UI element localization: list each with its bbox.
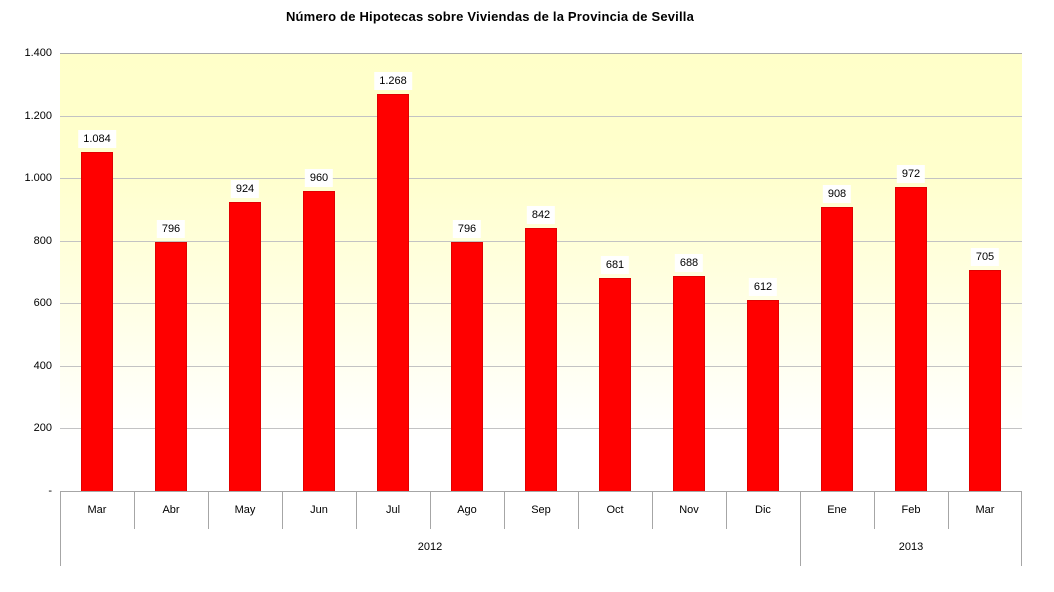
- month-separator: [874, 492, 875, 529]
- y-tick-label: 400: [33, 359, 52, 372]
- x-tick-label: Mar: [975, 504, 995, 516]
- bar-8-oct: [599, 278, 631, 491]
- bar-2-abr: [155, 242, 187, 491]
- chart-title: Número de Hipotecas sobre Viviendas de l…: [285, 9, 695, 24]
- x-tick-label: Oct: [606, 504, 624, 516]
- y-tick-label: 1.200: [24, 109, 52, 122]
- x-tick-label: Ene: [827, 504, 847, 516]
- bar-3-may: [229, 202, 261, 491]
- bar-11-ene: [821, 207, 853, 491]
- month-separator: [430, 492, 431, 529]
- x-tick-label: Nov: [679, 504, 699, 516]
- bar-value-label: 924: [230, 180, 260, 198]
- year-group-separator: [1021, 492, 1022, 566]
- x-tick-label: Jun: [310, 504, 328, 516]
- x-tick-label: Feb: [901, 504, 921, 516]
- bar-value-label: 908: [822, 185, 852, 203]
- gridline-1000: [60, 178, 1022, 180]
- bar-value-label: 612: [748, 278, 778, 296]
- year-group-separator: [60, 492, 61, 566]
- bar-value-label: 1.268: [374, 72, 412, 90]
- month-separator: [948, 492, 949, 529]
- x-tick-label: Mar: [87, 504, 107, 516]
- bar-value-label: 972: [896, 165, 926, 183]
- x-tick-label: Dic: [755, 504, 771, 516]
- bar-value-label: 960: [304, 169, 334, 187]
- month-separator: [208, 492, 209, 529]
- gridline-1400: [60, 53, 1022, 54]
- y-tick-label: 200: [33, 422, 52, 435]
- year-group-separator: [800, 492, 801, 566]
- bar-value-label: 1.084: [78, 130, 116, 148]
- bar-1-mar: [81, 152, 113, 491]
- month-separator: [578, 492, 579, 529]
- y-tick-label: 600: [33, 297, 52, 310]
- y-tick-label: -: [48, 485, 52, 497]
- bar-12-feb: [895, 187, 927, 491]
- bar-value-label: 705: [970, 248, 1000, 266]
- x-axis: Mar Abr May Jun Jul Ago Sep Oct Nov Dic Ene Feb Mar 2…: [60, 491, 1022, 566]
- bar-5-jul: [377, 94, 409, 491]
- x-tick-label: Ago: [457, 504, 477, 516]
- x-tick-label: Abr: [162, 504, 180, 516]
- bar-6-ago: [451, 242, 483, 491]
- bar-value-label: 681: [600, 256, 630, 274]
- month-separator: [356, 492, 357, 529]
- year-label-2012: 2012: [417, 541, 443, 553]
- month-separator: [726, 492, 727, 529]
- x-tick-label: May: [234, 504, 256, 516]
- y-axis: - 200 400 600 800 1.000 1.200 1.400: [0, 47, 52, 497]
- month-separator: [652, 492, 653, 529]
- month-separator: [504, 492, 505, 529]
- bar-value-label: 796: [156, 220, 186, 238]
- month-separator: [282, 492, 283, 529]
- gridline-1200: [60, 115, 1022, 117]
- plot-area: 1.084 796 924 960 1.268 796 842 681 688 612 908 972…: [60, 53, 1022, 491]
- bar-9-nov: [673, 276, 705, 491]
- x-tick-label: Sep: [531, 504, 551, 516]
- y-tick-label: 800: [33, 234, 52, 247]
- y-tick-label: 1.000: [24, 172, 52, 185]
- year-label-2013: 2013: [898, 541, 924, 553]
- bar-10-dic: [747, 300, 779, 491]
- bar-7-sep: [525, 228, 557, 491]
- bar-value-label: 796: [452, 220, 482, 238]
- bar-value-label: 842: [526, 206, 556, 224]
- y-tick-label: 1.400: [24, 47, 52, 59]
- bar-13-mar: [969, 270, 1001, 491]
- x-tick-label: Jul: [385, 504, 401, 516]
- month-separator: [134, 492, 135, 529]
- bar-value-label: 688: [674, 254, 704, 272]
- bar-4-jun: [303, 191, 335, 491]
